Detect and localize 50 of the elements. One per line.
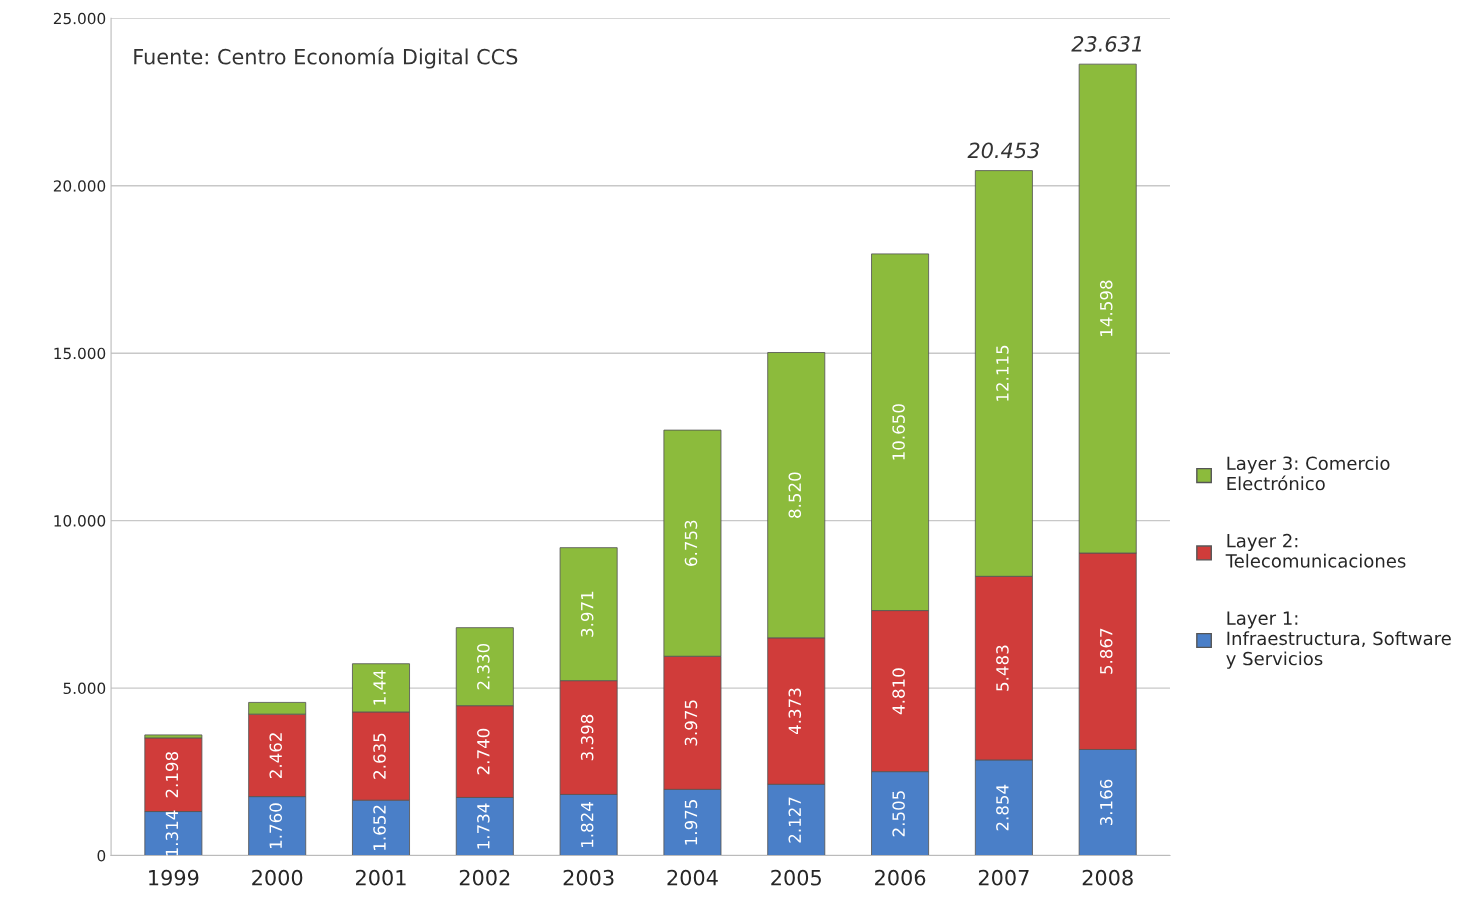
total-label: 23.631 <box>1071 35 1141 52</box>
data-label: 1.824 <box>580 802 594 848</box>
data-label: 3.975 <box>684 700 698 746</box>
data-label: 1.314 <box>165 810 179 856</box>
y-tick-label: 25.000 <box>53 12 106 25</box>
data-label: 6.753 <box>684 520 698 566</box>
x-tick-label: 1999 <box>149 869 199 886</box>
data-label: 2.740 <box>477 728 490 775</box>
data-label: 1.760 <box>269 803 283 849</box>
legend-label: Layer 2: Telecomunicaciones <box>1225 533 1406 568</box>
data-label: 2.198 <box>165 752 179 798</box>
x-tick-label: 2003 <box>563 869 614 886</box>
legend-label: Layer 3: Comercio Electrónico <box>1227 456 1390 491</box>
y-tick-label: 0 <box>97 849 106 862</box>
data-label: 3.398 <box>580 714 594 761</box>
data-label: 4.373 <box>788 688 802 735</box>
legend-label: Layer 1: Infraestructura, Software y Servicios <box>1226 611 1451 669</box>
annotation: Fuente: Centro Economía Digital CCS <box>134 47 518 69</box>
x-tick-label: 2004 <box>667 869 718 886</box>
total-label: 20.453 <box>967 142 1039 159</box>
data-label: 3.971 <box>580 591 594 637</box>
x-tick-label: 2008 <box>1082 869 1133 886</box>
x-tick-label: 2001 <box>356 869 406 886</box>
x-tick-label: 2002 <box>459 869 510 886</box>
data-label: 12.115 <box>996 345 1009 401</box>
data-label: 10.650 <box>892 404 905 460</box>
data-label: 2.635 <box>373 733 386 779</box>
y-tick-label: 15.000 <box>54 347 106 360</box>
data-label: 8.520 <box>788 472 802 518</box>
data-label: 2.505 <box>892 791 905 837</box>
x-tick-label: 2007 <box>978 869 1029 886</box>
data-label: 14.598 <box>1099 280 1113 336</box>
x-tick-label: 2000 <box>252 869 303 886</box>
data-label: 1.734 <box>477 803 490 849</box>
data-label: 2.462 <box>269 733 283 778</box>
x-tick-label: 2006 <box>875 869 926 886</box>
data-label: 2.127 <box>788 797 801 843</box>
data-label: 5.867 <box>1099 628 1113 674</box>
data-label: 1.975 <box>684 800 698 845</box>
y-tick-label: 5.000 <box>63 682 106 695</box>
data-label: 4.810 <box>892 668 905 715</box>
y-tick-label: 10.000 <box>54 515 106 527</box>
data-label: 1.44 <box>373 670 386 705</box>
data-label: 2.330 <box>477 643 490 690</box>
data-label: 5.483 <box>996 645 1009 691</box>
data-label: 1.652 <box>373 805 386 850</box>
y-tick-label: 20.000 <box>53 180 106 192</box>
x-tick-label: 2005 <box>771 869 821 886</box>
data-label: 3.166 <box>1099 779 1113 826</box>
data-label: 2.854 <box>996 784 1009 831</box>
